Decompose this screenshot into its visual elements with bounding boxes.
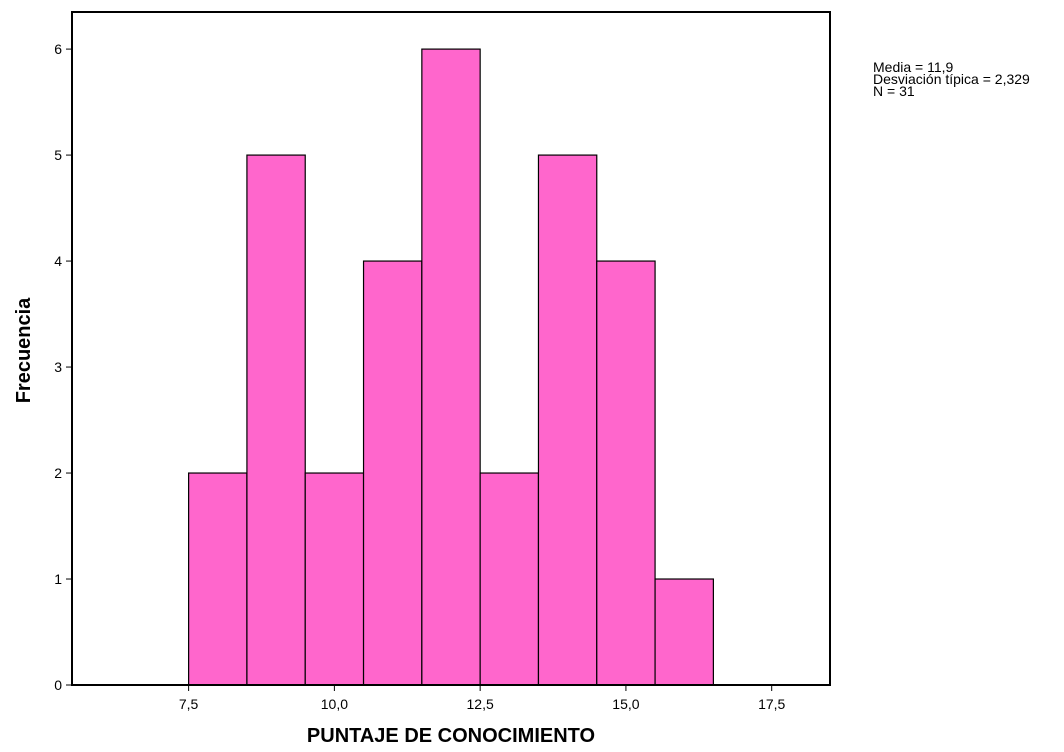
histogram-bar	[421, 48, 481, 686]
histogram-bar	[479, 472, 540, 686]
y-tick-label: 1	[54, 571, 62, 587]
bars-group	[188, 48, 714, 686]
histogram-bar	[246, 154, 306, 686]
histogram-bar	[596, 260, 656, 686]
histogram-bar	[537, 154, 598, 686]
x-axis-title: PUNTAJE DE CONOCIMIENTO	[307, 725, 595, 747]
stat-std-dev: Desviación típica = 2,329	[873, 71, 1030, 87]
x-tick-label: 10,0	[321, 696, 348, 712]
y-tick-label: 0	[54, 677, 62, 693]
x-tick-label: 17,5	[758, 696, 785, 712]
statistics-box: Media = 11,9 Desviación típica = 2,329 N…	[873, 59, 1030, 99]
y-axis-ticks: 0 1 2 3 4 5 6	[54, 41, 72, 693]
y-tick-label: 5	[54, 147, 62, 163]
histogram-bar	[188, 472, 248, 686]
x-tick-label: 15,0	[612, 696, 639, 712]
x-tick-label: 7,5	[179, 696, 199, 712]
y-axis-title: Frecuencia	[13, 297, 35, 403]
y-tick-label: 6	[54, 41, 62, 57]
histogram-bar	[362, 260, 423, 686]
histogram-bar	[304, 472, 365, 686]
plot-frame	[71, 11, 831, 686]
histogram-bar	[654, 578, 714, 686]
stat-n: N = 31	[873, 83, 915, 99]
x-axis-ticks: 7,5 10,0 12,5 15,0 17,5	[179, 685, 786, 712]
x-tick-label: 12,5	[467, 696, 494, 712]
y-tick-label: 4	[54, 253, 62, 269]
y-tick-label: 2	[54, 465, 62, 481]
stat-mean: Media = 11,9	[873, 59, 954, 75]
y-tick-label: 3	[54, 359, 62, 375]
